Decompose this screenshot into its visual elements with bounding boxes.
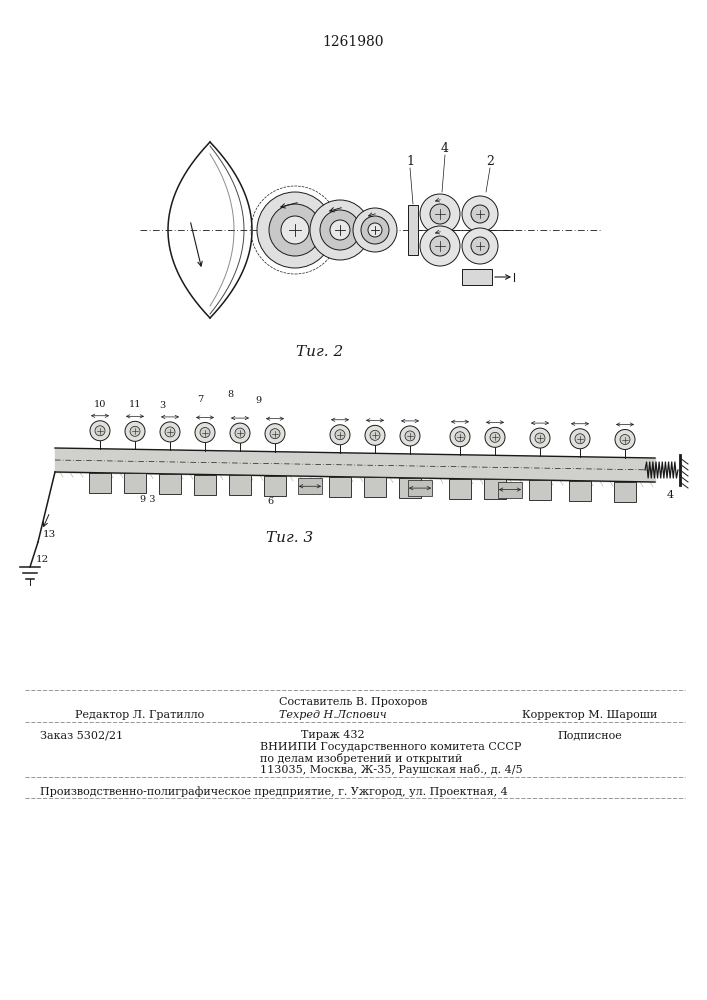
Ellipse shape	[450, 427, 470, 447]
Bar	[408, 205, 418, 255]
Bar	[329, 477, 351, 497]
Text: 4: 4	[441, 142, 449, 155]
Text: 7: 7	[197, 395, 203, 404]
Ellipse shape	[462, 228, 498, 264]
Text: 2: 2	[486, 155, 494, 168]
Ellipse shape	[485, 427, 505, 447]
Ellipse shape	[430, 236, 450, 256]
Text: Составитель В. Прохоров: Составитель В. Прохоров	[279, 697, 427, 707]
Ellipse shape	[320, 210, 360, 250]
Ellipse shape	[195, 422, 215, 442]
Ellipse shape	[95, 426, 105, 436]
Ellipse shape	[130, 426, 140, 436]
Ellipse shape	[160, 422, 180, 442]
Bar	[408, 480, 432, 496]
Ellipse shape	[200, 428, 210, 438]
Bar	[124, 473, 146, 493]
Text: Техред Н.Лспович: Техред Н.Лспович	[279, 710, 387, 720]
Ellipse shape	[368, 223, 382, 237]
Ellipse shape	[570, 429, 590, 449]
Ellipse shape	[310, 200, 370, 260]
Bar	[569, 481, 591, 501]
Ellipse shape	[265, 424, 285, 444]
Ellipse shape	[335, 430, 345, 440]
Text: Τиг. 2: Τиг. 2	[296, 345, 344, 359]
Text: Корректор М. Шароши: Корректор М. Шароши	[522, 710, 658, 720]
Text: Редактор Л. Гратилло: Редактор Л. Гратилло	[75, 710, 204, 720]
Text: 12: 12	[36, 555, 49, 564]
Ellipse shape	[230, 423, 250, 443]
Bar	[89, 473, 111, 493]
Bar	[298, 478, 322, 494]
Text: 6: 6	[267, 497, 273, 506]
Text: Подписное: Подписное	[558, 730, 622, 740]
Ellipse shape	[462, 196, 498, 232]
Ellipse shape	[430, 204, 450, 224]
Ellipse shape	[620, 434, 630, 444]
Text: Производственно-полиграфическое предприятие, г. Ужгород, ул. Проектная, 4: Производственно-полиграфическое предприя…	[40, 786, 508, 797]
Ellipse shape	[420, 194, 460, 234]
Bar	[462, 269, 492, 285]
Ellipse shape	[615, 430, 635, 450]
Ellipse shape	[125, 421, 145, 441]
Text: по делам изобретений и открытий: по делам изобретений и открытий	[260, 753, 462, 764]
Ellipse shape	[365, 425, 385, 445]
Text: Τиг. 3: Τиг. 3	[267, 531, 314, 545]
Ellipse shape	[353, 208, 397, 252]
Ellipse shape	[420, 226, 460, 266]
Ellipse shape	[330, 220, 350, 240]
Ellipse shape	[165, 427, 175, 437]
Ellipse shape	[535, 433, 545, 443]
Text: 3: 3	[159, 401, 165, 410]
Text: ВНИИПИ Государственного комитета СССР: ВНИИПИ Государственного комитета СССР	[260, 742, 521, 752]
Ellipse shape	[269, 204, 321, 256]
Text: 4: 4	[667, 490, 674, 500]
Ellipse shape	[471, 237, 489, 255]
Text: Заказ 5302/21: Заказ 5302/21	[40, 730, 123, 740]
Bar	[484, 479, 506, 499]
Text: 1261980: 1261980	[322, 35, 384, 49]
Ellipse shape	[281, 216, 309, 244]
Text: 1: 1	[406, 155, 414, 168]
Text: 9 3: 9 3	[140, 495, 156, 504]
Ellipse shape	[455, 432, 465, 442]
Text: 11: 11	[129, 400, 141, 409]
Ellipse shape	[270, 429, 280, 439]
Bar	[159, 474, 181, 494]
Ellipse shape	[530, 428, 550, 448]
Ellipse shape	[330, 425, 350, 445]
Text: 113035, Москва, Ж-35, Раушская наб., д. 4/5: 113035, Москва, Ж-35, Раушская наб., д. …	[260, 764, 522, 775]
Bar	[399, 478, 421, 498]
Ellipse shape	[370, 430, 380, 440]
Ellipse shape	[257, 192, 333, 268]
Ellipse shape	[235, 428, 245, 438]
Ellipse shape	[471, 205, 489, 223]
Ellipse shape	[405, 431, 415, 441]
Ellipse shape	[490, 432, 500, 442]
Text: 10: 10	[94, 400, 106, 409]
Bar	[364, 477, 386, 497]
Bar	[194, 475, 216, 494]
Ellipse shape	[575, 434, 585, 444]
Ellipse shape	[361, 216, 389, 244]
Bar	[264, 476, 286, 496]
Ellipse shape	[90, 421, 110, 441]
Text: 13: 13	[43, 530, 57, 539]
Bar	[614, 482, 636, 502]
Text: 8: 8	[227, 390, 233, 399]
Text: Тираж 432: Тираж 432	[301, 730, 365, 740]
Bar	[229, 475, 251, 495]
Bar	[498, 482, 522, 498]
Bar	[529, 480, 551, 500]
Ellipse shape	[400, 426, 420, 446]
Bar	[449, 479, 471, 499]
Text: 9: 9	[255, 396, 261, 405]
